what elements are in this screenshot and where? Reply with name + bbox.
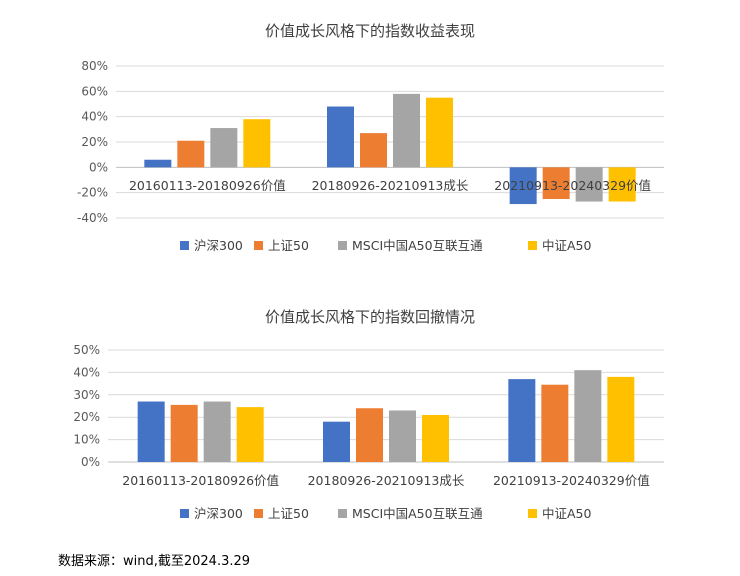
bar	[323, 421, 350, 462]
legend-swatch	[528, 509, 537, 518]
bar	[356, 408, 383, 462]
bar	[542, 167, 570, 199]
x-category-label: 20160113-20180926价值	[122, 473, 279, 488]
bar	[170, 404, 198, 462]
y-tick-label: 50%	[73, 343, 100, 357]
bar	[360, 133, 387, 168]
legend-entry: 中证A50	[542, 506, 592, 521]
bar	[137, 401, 165, 462]
source-note: 数据来源：wind,截至2024.3.29	[58, 554, 251, 569]
x-category-label: 20180926-20210913成长	[312, 178, 469, 193]
legend-swatch	[254, 241, 263, 250]
legend-entry: 沪深300	[194, 238, 243, 253]
bar	[575, 167, 603, 202]
bar	[327, 106, 354, 168]
legend-swatch	[528, 241, 537, 250]
bar	[607, 376, 635, 462]
y-tick-label: 10%	[73, 433, 100, 447]
y-tick-label: 30%	[73, 388, 100, 402]
chart-title: 价值成长风格下的指数回撤情况	[265, 308, 475, 326]
x-category-label: 20210913-20240329价值	[494, 178, 651, 193]
bar	[541, 384, 569, 462]
bar	[508, 379, 536, 462]
bar	[426, 97, 453, 168]
chart-title: 价值成长风格下的指数收益表现	[265, 22, 475, 40]
x-category-label: 20180926-20210913成长	[308, 473, 465, 488]
y-tick-label: 40%	[73, 365, 100, 379]
bar	[210, 128, 238, 168]
legend-entry: 上证50	[268, 238, 309, 253]
y-tick-label: 0%	[81, 455, 100, 469]
bar	[608, 167, 636, 202]
bar	[177, 140, 205, 168]
y-tick-label: 20%	[81, 135, 108, 149]
bar	[574, 370, 602, 462]
legend-swatch	[254, 509, 263, 518]
legend-swatch	[180, 509, 189, 518]
bar	[236, 407, 264, 462]
bar	[509, 167, 537, 205]
legend-swatch	[338, 241, 347, 250]
bar	[393, 93, 420, 168]
y-tick-label: -20%	[77, 186, 108, 200]
bar	[422, 414, 449, 462]
bar	[144, 159, 172, 168]
legend-swatch	[338, 509, 347, 518]
x-category-label: 20160113-20180926价值	[129, 178, 286, 193]
legend-entry: 沪深300	[194, 506, 243, 521]
y-tick-label: 40%	[81, 110, 108, 124]
legend-swatch	[180, 241, 189, 250]
legend-entry: 中证A50	[542, 238, 592, 253]
bar	[389, 410, 416, 462]
legend-entry: MSCI中国A50互联互通	[352, 238, 483, 253]
bar	[203, 401, 231, 462]
bar	[243, 119, 271, 168]
y-tick-label: -40%	[77, 211, 108, 225]
y-tick-label: 60%	[81, 84, 108, 98]
x-category-label: 20210913-20240329价值	[493, 473, 650, 488]
legend-entry: MSCI中国A50互联互通	[352, 506, 483, 521]
y-tick-label: 80%	[81, 59, 108, 73]
legend-entry: 上证50	[268, 506, 309, 521]
y-tick-label: 0%	[89, 160, 108, 174]
y-tick-label: 20%	[73, 410, 100, 424]
